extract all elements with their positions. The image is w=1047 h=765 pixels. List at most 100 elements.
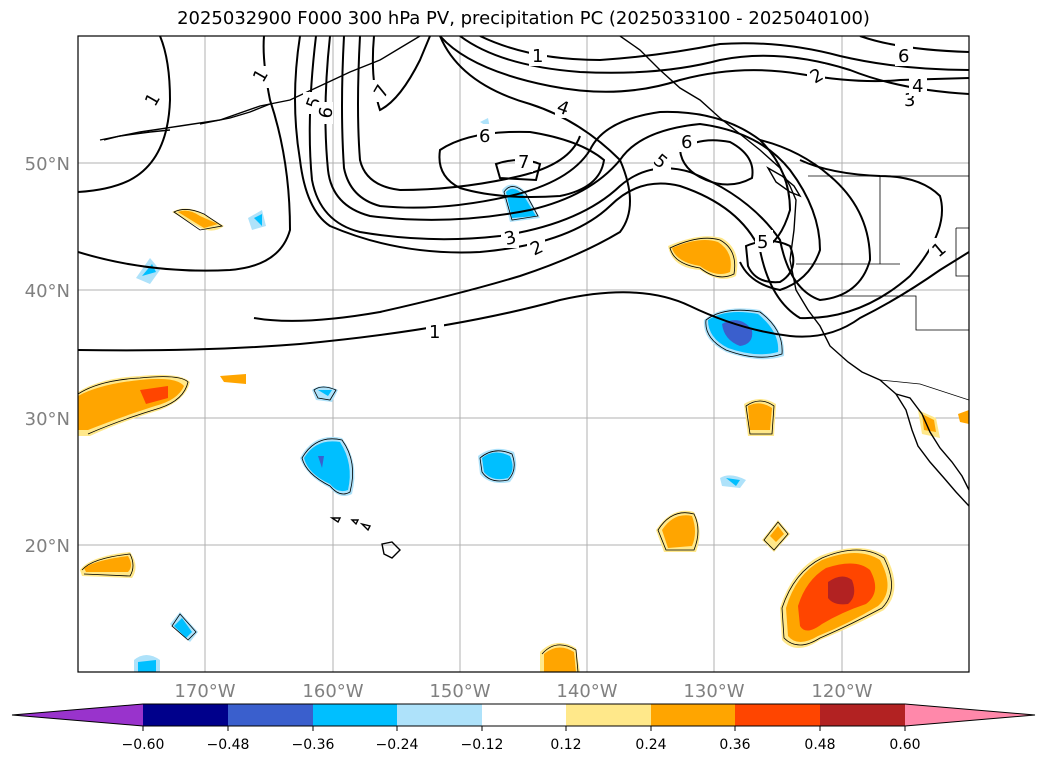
- pv-contour-2: [439, 36, 969, 93]
- precip-negative-patch: [254, 214, 262, 226]
- precip-positive-patch: [958, 410, 969, 424]
- colorbar: −0.60 −0.48 −0.36 −0.24 −0.12 0.12 0.24 …: [11, 703, 1036, 753]
- pv-contour-1: [78, 36, 172, 193]
- precip-positive-patch: [672, 240, 731, 274]
- precip-outline: [81, 553, 134, 577]
- pv-contour-5: [341, 36, 792, 251]
- colorbar-segment: [651, 704, 735, 726]
- precip-negative-patch: [726, 478, 740, 486]
- precip-outline: [173, 209, 224, 231]
- precip-outline: [479, 450, 515, 482]
- colorbar-tick-label: −0.36: [292, 737, 335, 753]
- colorbar-segment: [820, 704, 905, 726]
- coastline-aleutians: [103, 103, 271, 141]
- precip-outlines: [78, 186, 892, 672]
- precip-positive-patch: [140, 386, 168, 404]
- precip-positive-patch: [770, 526, 784, 542]
- hawaii-island: [359, 522, 372, 532]
- precip-outline: [657, 512, 699, 551]
- pv-contour-1: [78, 36, 292, 272]
- lon-label-140w: 140°W: [556, 681, 617, 702]
- pv-contour-labels: 1 1 1 1 1 2 2 3 3 4 4 5 5 5 6 6 6 6 7: [141, 44, 951, 343]
- pv-contour-label: 6: [898, 46, 909, 67]
- colorbar-segment: [228, 704, 313, 726]
- precip-positive-patch: [84, 556, 131, 572]
- colorbar-tick-label: −0.24: [376, 737, 419, 753]
- hawaii-island: [329, 517, 342, 524]
- precip-negative-patch: [318, 456, 324, 468]
- colorbar-segment: [313, 704, 397, 726]
- colorbar-tick-label: 0.36: [719, 737, 750, 753]
- precip-outline: [301, 438, 354, 495]
- precip-outline: [541, 644, 579, 672]
- precip-outline: [705, 309, 783, 358]
- hawaii-island: [350, 519, 360, 526]
- colorbar-segment: [566, 704, 651, 726]
- coastline-north-america: [619, 36, 969, 507]
- precip-positive-patch: [922, 414, 936, 432]
- precip-outline: [313, 386, 337, 401]
- colorbar-tick-label: 0.60: [889, 737, 920, 753]
- precip-negative-patch: [318, 390, 332, 396]
- colorbar-extend-low: [12, 704, 143, 726]
- pv-contour-label: 6: [315, 105, 338, 120]
- precip-negative-patch: [482, 452, 513, 480]
- lat-label-20n: 20°N: [25, 536, 70, 557]
- pv-contour-label: 1: [532, 46, 543, 67]
- coastline-vancouver-island: [766, 166, 802, 198]
- precip-positive-patch: [828, 576, 855, 605]
- colorbar-tick-label: 0.48: [804, 737, 835, 753]
- precip-outline: [78, 376, 189, 435]
- lon-label-160w: 160°W: [302, 681, 363, 702]
- pv-contour-4: [479, 36, 969, 71]
- pv-contour-1: [253, 36, 631, 322]
- pv-contour-label: 1: [429, 322, 440, 343]
- lon-label-150w: 150°W: [429, 681, 490, 702]
- pv-contour-2: [294, 36, 943, 320]
- pv-contour-3: [459, 36, 969, 95]
- colorbar-segment: [482, 704, 566, 726]
- pv-contour-label: 3: [904, 90, 915, 111]
- pv-contour-6: [438, 130, 606, 198]
- colorbar-segment: [143, 704, 228, 726]
- longitude-labels: 170°W 160°W 150°W 140°W 130°W 120°W: [174, 681, 872, 702]
- precip-positive-patch: [544, 647, 576, 672]
- coastline-baja: [895, 393, 969, 491]
- pv-contour-label: 7: [518, 152, 529, 173]
- colorbar-segment: [735, 704, 820, 726]
- pv-contour-label: 6: [479, 126, 490, 147]
- colorbar-tick-label: −0.12: [461, 737, 504, 753]
- colorbar-segment: [397, 704, 482, 726]
- precip-outline: [763, 521, 789, 551]
- pv-contour-6: [678, 139, 754, 186]
- colorbar-tick-label: −0.48: [207, 737, 250, 753]
- border-state: [955, 227, 969, 277]
- precip-outline: [171, 613, 197, 641]
- precip-positive-patch: [662, 515, 695, 548]
- lon-label-170w: 170°W: [174, 681, 235, 702]
- colorbar-ticks: [142, 726, 906, 731]
- pv-contour-label: 4: [912, 76, 923, 97]
- colorbar-tick-label: 0.24: [635, 737, 666, 753]
- precip-negative-patch: [174, 618, 192, 638]
- precip-negative-patch: [304, 441, 350, 492]
- pv-contour-label: 3: [502, 227, 518, 250]
- map-frame: [77, 35, 970, 673]
- hawaii-island-big: [381, 541, 401, 559]
- colorbar-tick-label: −0.60: [122, 737, 165, 753]
- pv-contour-4: [324, 36, 822, 292]
- precip-outline: [745, 400, 775, 435]
- chart-title: 2025032900 F000 300 hPa PV, precipitatio…: [177, 8, 870, 29]
- precip-positive-patch: [178, 210, 218, 228]
- pv-contour-7: [371, 36, 431, 112]
- precip-outline: [669, 237, 736, 278]
- border-us-mexico: [879, 379, 969, 401]
- lat-label-50n: 50°N: [25, 154, 70, 175]
- border-state: [838, 295, 969, 331]
- latitude-labels: 50°N 40°N 30°N 20°N: [25, 154, 70, 557]
- pv-contour-label: 5: [757, 232, 768, 253]
- pv-contour-label: 6: [681, 132, 692, 153]
- lon-label-130w: 130°W: [683, 681, 744, 702]
- precip-outline: [503, 186, 539, 221]
